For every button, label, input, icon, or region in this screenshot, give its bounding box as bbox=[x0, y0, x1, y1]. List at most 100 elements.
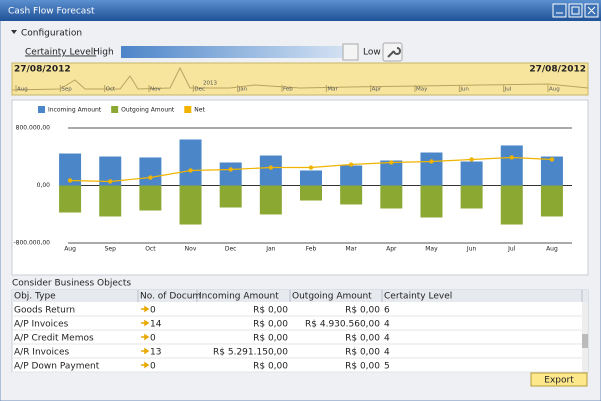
bar bbox=[179, 185, 202, 225]
x-tick-label: Sep bbox=[105, 246, 117, 253]
timeline-month: Sep bbox=[61, 87, 72, 93]
config-toggle[interactable]: Configuration bbox=[21, 29, 82, 39]
bar bbox=[259, 185, 282, 215]
net-point bbox=[389, 160, 394, 165]
export-label[interactable]: Export bbox=[544, 376, 574, 386]
link-arrow bbox=[141, 319, 150, 327]
y-tick-label: 0,00 bbox=[37, 182, 51, 189]
certainty-label: Certainty Level: bbox=[25, 48, 96, 58]
net-point bbox=[308, 165, 314, 170]
table-cell: R$ 5.291.150,00 bbox=[213, 348, 288, 358]
timeline-month: Oct bbox=[106, 87, 116, 93]
scrollbar-thumb[interactable] bbox=[582, 334, 588, 348]
link-arrow bbox=[141, 361, 150, 369]
bar bbox=[219, 162, 242, 186]
bar bbox=[460, 185, 483, 209]
timeline-sparkline bbox=[11, 66, 589, 91]
x-tick-label: Feb bbox=[306, 246, 317, 253]
bar bbox=[340, 185, 363, 205]
timeline-month: Nov bbox=[150, 87, 161, 93]
column-header: Obj. Type bbox=[14, 292, 56, 302]
table bbox=[11, 289, 589, 373]
timeline-month: Aug bbox=[17, 87, 28, 93]
table-cell: A/P Down Payment bbox=[14, 362, 100, 372]
table-cell: R$ 4.930.560,00 bbox=[305, 320, 380, 330]
column-header: Outgoing Amount bbox=[292, 292, 372, 302]
x-tick-label: Jan bbox=[265, 246, 275, 253]
bar bbox=[219, 185, 242, 208]
net-point bbox=[228, 167, 233, 172]
timeline-month: Jul bbox=[504, 87, 512, 93]
slider-thumb[interactable] bbox=[342, 43, 359, 61]
legend-swatch bbox=[38, 106, 45, 113]
table-cell: A/P Invoices bbox=[14, 320, 69, 330]
bar bbox=[300, 170, 322, 186]
net-point bbox=[268, 165, 274, 170]
wrench-icon bbox=[387, 47, 401, 58]
legend-label: Net bbox=[194, 107, 205, 114]
table-cell: R$ 0,00 bbox=[253, 306, 288, 316]
net-point bbox=[509, 155, 514, 160]
x-tick-label: Oct bbox=[145, 246, 156, 253]
title-bar bbox=[0, 0, 601, 21]
x-tick-label: Jun bbox=[466, 246, 477, 253]
table-cell: R$ 0,00 bbox=[345, 334, 380, 344]
timeline-month: Aug bbox=[549, 87, 560, 93]
bar bbox=[139, 157, 162, 186]
certainty-slider[interactable] bbox=[121, 46, 358, 58]
certainty-high: High bbox=[93, 48, 114, 58]
table-header bbox=[12, 290, 588, 302]
minimize-button[interactable] bbox=[552, 3, 567, 18]
window-title: Cash Flow Forecast bbox=[8, 7, 95, 17]
timeline-start: 27/08/2012 bbox=[14, 65, 71, 75]
bar bbox=[460, 161, 483, 186]
table-cell: 0 bbox=[150, 362, 156, 372]
table-cell: R$ 0,00 bbox=[345, 306, 380, 316]
table-cell: 5 bbox=[384, 362, 390, 372]
timeline-month: Dec bbox=[194, 87, 205, 93]
link-arrow bbox=[141, 347, 150, 355]
legend-swatch bbox=[111, 106, 119, 113]
legend-swatch bbox=[184, 106, 192, 113]
x-tick-label: Aug bbox=[64, 246, 76, 253]
table-cell: R$ 0,00 bbox=[345, 362, 380, 372]
bar bbox=[500, 185, 523, 225]
timeline-month: Feb bbox=[283, 87, 293, 93]
table-cell: 6 bbox=[384, 306, 390, 316]
bar bbox=[139, 185, 162, 211]
link-arrow bbox=[141, 333, 150, 341]
table-cell: A/P Credit Memos bbox=[14, 334, 94, 344]
bar bbox=[420, 185, 443, 218]
table-cell: R$ 0,00 bbox=[253, 334, 288, 344]
table-cell: 4 bbox=[384, 348, 390, 358]
net-point bbox=[429, 159, 434, 164]
column-header: Certainty Level bbox=[384, 292, 452, 302]
bar bbox=[99, 185, 122, 217]
column-header: Incoming Amount bbox=[199, 292, 279, 302]
timeline-month: Apr bbox=[372, 87, 382, 93]
timeline[interactable] bbox=[11, 62, 589, 96]
net-point bbox=[469, 157, 474, 162]
table-cell: 14 bbox=[150, 320, 162, 330]
timeline-end: 27/08/2012 bbox=[529, 65, 586, 75]
x-tick-label: Dec bbox=[225, 246, 237, 253]
timeline-month: May bbox=[416, 87, 428, 93]
timeline-year: 2013 bbox=[203, 81, 217, 87]
bar bbox=[179, 139, 202, 186]
table-cell: R$ 0,00 bbox=[345, 348, 380, 358]
toggle-icon[interactable] bbox=[11, 30, 17, 34]
table-cell: 13 bbox=[150, 348, 161, 358]
export-button[interactable] bbox=[530, 372, 588, 387]
x-tick-label: May bbox=[425, 246, 438, 253]
bar bbox=[540, 185, 563, 217]
table-cell: R$ 0,00 bbox=[253, 362, 288, 372]
timeline-month: Mar bbox=[327, 87, 338, 93]
net-point bbox=[188, 168, 193, 173]
bar bbox=[340, 165, 363, 186]
maximize-button[interactable] bbox=[568, 3, 583, 18]
timeline-month: Jun bbox=[459, 87, 469, 93]
table-title: Consider Business Objects bbox=[12, 279, 131, 289]
table-cell: 4 bbox=[384, 320, 390, 330]
column-header: No. of Docum bbox=[140, 292, 201, 302]
net-point bbox=[108, 179, 113, 184]
